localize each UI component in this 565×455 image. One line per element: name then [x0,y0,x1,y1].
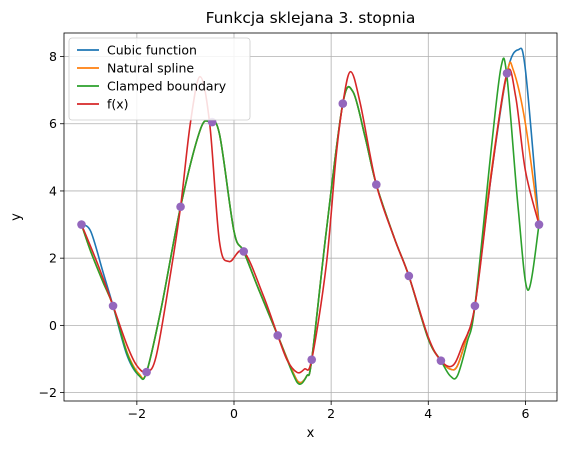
y-axis-label: y [9,213,24,221]
x-tick-label: 6 [521,406,529,421]
data-point [307,355,317,364]
data-point [338,99,348,108]
x-tick-label: 2 [327,406,335,421]
chart-title: Funkcja sklejana 3. stopnia [206,9,416,27]
x-axis-label: x [307,426,315,441]
legend-label: f(x) [107,97,129,112]
legend-label: Cubic function [107,43,197,58]
data-point [436,356,446,365]
legend-label: Natural spline [107,61,194,76]
data-point [534,220,544,229]
x-tick-label: 4 [424,406,432,421]
data-points [77,69,544,377]
plot-frame [63,32,558,402]
y-tick-label: 2 [49,251,57,266]
series-line-clamped-boundary [80,57,540,386]
data-point [404,271,414,281]
data-point [470,301,480,311]
y-tick-label: −2 [39,385,57,400]
legend: Cubic function Natural spline Clamped boun… [68,37,251,121]
y-tick-label: 6 [49,116,57,131]
y-tick-label: 0 [49,318,57,333]
x-tick-label: 0 [230,406,238,421]
legend-label: Clamped boundary [107,79,227,94]
data-point [142,367,151,377]
data-point [108,301,118,311]
y-tick-label: 8 [49,49,57,64]
data-point [239,247,249,256]
data-point [372,180,381,189]
data-point [77,220,86,229]
data-point [502,69,512,78]
data-point [176,202,185,212]
y-axis: −2 0 2 4 6 8 [39,49,64,400]
series-line-f-x [80,68,540,374]
x-tick-label: −2 [128,406,146,421]
x-axis: −2 0 2 4 6 [128,401,529,421]
y-tick-label: 4 [49,183,57,198]
data-point [273,331,283,340]
legend-box [68,37,251,121]
